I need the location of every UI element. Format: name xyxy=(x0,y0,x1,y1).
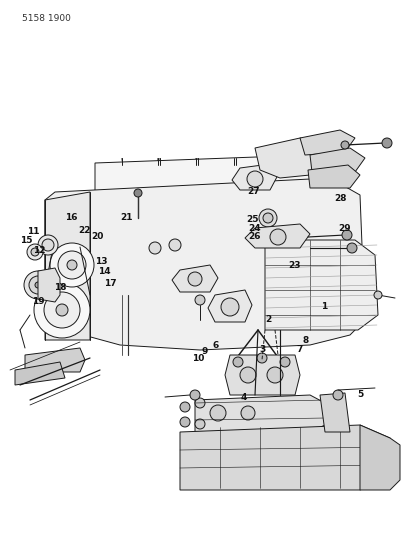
Ellipse shape xyxy=(246,171,262,187)
Text: 10: 10 xyxy=(191,354,204,363)
Ellipse shape xyxy=(50,243,94,287)
Text: 2: 2 xyxy=(265,316,271,324)
Polygon shape xyxy=(195,395,324,432)
Ellipse shape xyxy=(239,367,255,383)
Text: 20: 20 xyxy=(91,232,103,240)
Polygon shape xyxy=(15,362,65,385)
Ellipse shape xyxy=(195,419,204,429)
Polygon shape xyxy=(264,240,377,330)
Polygon shape xyxy=(45,178,364,350)
Ellipse shape xyxy=(169,239,180,251)
Text: 11: 11 xyxy=(27,228,40,236)
Polygon shape xyxy=(245,224,309,248)
Polygon shape xyxy=(45,192,90,340)
Text: 29: 29 xyxy=(337,224,350,232)
Ellipse shape xyxy=(29,276,47,294)
Text: 12: 12 xyxy=(34,246,46,255)
Polygon shape xyxy=(38,268,60,302)
Ellipse shape xyxy=(279,357,289,367)
Ellipse shape xyxy=(240,406,254,420)
Ellipse shape xyxy=(27,244,43,260)
Text: 19: 19 xyxy=(32,297,44,305)
Ellipse shape xyxy=(266,367,282,383)
Ellipse shape xyxy=(195,398,204,408)
Polygon shape xyxy=(225,355,299,395)
Text: 26: 26 xyxy=(247,232,260,240)
Ellipse shape xyxy=(209,405,225,421)
Ellipse shape xyxy=(35,282,41,288)
Ellipse shape xyxy=(340,141,348,149)
Ellipse shape xyxy=(258,209,276,227)
Text: 15: 15 xyxy=(20,237,33,245)
Text: 5: 5 xyxy=(357,390,363,399)
Text: 9: 9 xyxy=(201,348,208,356)
Text: 14: 14 xyxy=(98,268,110,276)
Ellipse shape xyxy=(195,295,204,305)
Ellipse shape xyxy=(134,189,142,197)
Polygon shape xyxy=(180,425,389,490)
Polygon shape xyxy=(207,290,252,322)
Polygon shape xyxy=(254,138,329,178)
Text: 8: 8 xyxy=(301,336,308,344)
Ellipse shape xyxy=(341,230,351,240)
Polygon shape xyxy=(25,348,85,372)
Ellipse shape xyxy=(44,292,80,328)
Text: 7: 7 xyxy=(295,345,302,353)
Text: 21: 21 xyxy=(120,213,132,222)
Ellipse shape xyxy=(42,239,54,251)
Text: 27: 27 xyxy=(247,188,259,196)
Text: 24: 24 xyxy=(247,224,260,232)
Ellipse shape xyxy=(346,243,356,253)
Polygon shape xyxy=(95,155,334,192)
Ellipse shape xyxy=(262,213,272,223)
Text: 5158 1900: 5158 1900 xyxy=(22,14,71,23)
Ellipse shape xyxy=(232,357,243,367)
Polygon shape xyxy=(319,393,349,432)
Ellipse shape xyxy=(381,138,391,148)
Text: 28: 28 xyxy=(333,195,346,203)
Text: 22: 22 xyxy=(78,226,90,235)
Ellipse shape xyxy=(31,248,39,256)
Polygon shape xyxy=(299,130,354,155)
Text: 6: 6 xyxy=(212,341,219,350)
Text: 17: 17 xyxy=(103,279,116,288)
Ellipse shape xyxy=(373,291,381,299)
Text: 4: 4 xyxy=(240,393,247,401)
Ellipse shape xyxy=(67,260,77,270)
Ellipse shape xyxy=(180,417,189,427)
Polygon shape xyxy=(172,265,218,292)
Ellipse shape xyxy=(270,229,285,245)
Text: 13: 13 xyxy=(95,257,107,265)
Ellipse shape xyxy=(220,298,238,316)
Ellipse shape xyxy=(332,390,342,400)
Text: 1: 1 xyxy=(320,302,326,311)
Text: 25: 25 xyxy=(245,215,258,224)
Ellipse shape xyxy=(256,353,266,363)
Ellipse shape xyxy=(189,390,200,400)
Ellipse shape xyxy=(58,251,86,279)
Ellipse shape xyxy=(180,402,189,412)
Ellipse shape xyxy=(34,282,90,338)
Polygon shape xyxy=(309,148,364,172)
Ellipse shape xyxy=(148,242,161,254)
Text: 3: 3 xyxy=(258,345,265,353)
Text: 16: 16 xyxy=(65,213,77,222)
Polygon shape xyxy=(359,425,399,490)
Ellipse shape xyxy=(24,271,52,299)
Text: 23: 23 xyxy=(288,261,300,270)
Text: 18: 18 xyxy=(54,284,67,292)
Polygon shape xyxy=(231,164,277,190)
Ellipse shape xyxy=(38,235,58,255)
Ellipse shape xyxy=(56,304,68,316)
Polygon shape xyxy=(307,165,359,188)
Ellipse shape xyxy=(188,272,202,286)
